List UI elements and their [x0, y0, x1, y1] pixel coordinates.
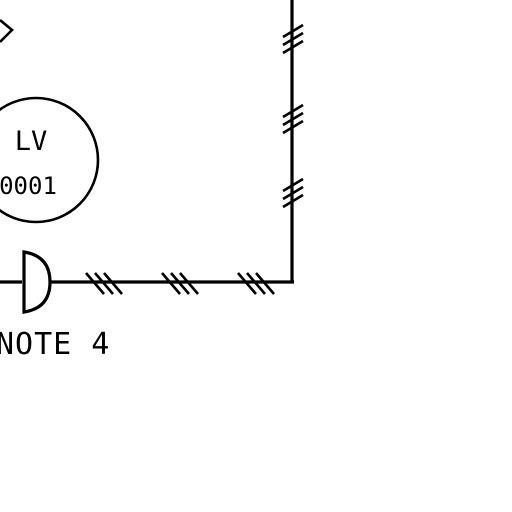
instrument-balloon: LV 0001	[0, 96, 100, 224]
pneumatic-signal-hash-marks-vertical	[282, 23, 304, 209]
note-label: NOTE 4	[0, 327, 110, 362]
balloon-circle	[0, 96, 100, 224]
balloon-tag-number: 0001	[0, 172, 57, 200]
hash-mark	[282, 23, 304, 55]
diamond-symbol	[0, 19, 14, 43]
balloon-tag-type: LV	[15, 126, 48, 157]
pneumatic-signal-hash-marks-horizontal	[85, 272, 275, 295]
hash-mark	[161, 272, 199, 295]
hash-mark	[85, 272, 123, 295]
actuator-symbol	[22, 250, 52, 314]
hash-mark	[282, 177, 304, 209]
hash-mark	[282, 103, 304, 135]
hash-mark	[237, 272, 275, 295]
